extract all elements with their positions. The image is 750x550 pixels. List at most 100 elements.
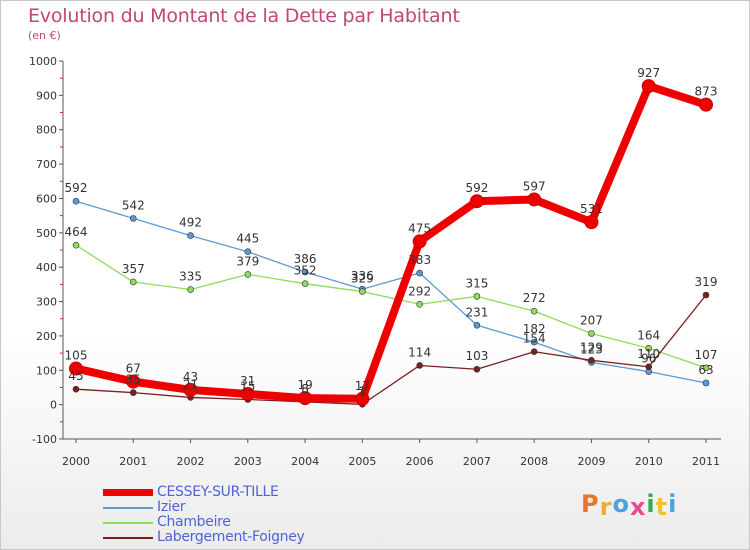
- y-tick-label: 600: [36, 192, 57, 205]
- y-tick-label: 0: [50, 399, 57, 412]
- series-line-labergement-foigney: [75, 294, 707, 405]
- proxiti-logo: Proxiti: [581, 490, 678, 521]
- x-tick-label: 2004: [291, 455, 319, 468]
- data-label: 292: [408, 284, 431, 298]
- data-label: 17: [355, 379, 370, 393]
- legend-label: Chambeire: [157, 514, 231, 530]
- data-label: 927: [637, 66, 660, 80]
- data-point: [699, 97, 713, 112]
- data-point: [702, 379, 710, 387]
- logo-letter: o: [612, 490, 630, 518]
- y-tick-label: 100: [36, 364, 57, 377]
- data-label: 592: [65, 181, 88, 195]
- logo-letter: i: [668, 490, 678, 518]
- data-label: 21: [183, 377, 198, 391]
- data-point: [530, 338, 538, 346]
- x-tick-label: 2006: [406, 455, 434, 468]
- x-tick-label: 2010: [635, 455, 663, 468]
- logo-letter: P: [581, 490, 600, 518]
- data-label: 123: [580, 342, 603, 356]
- data-label: 383: [408, 253, 431, 267]
- data-point: [187, 232, 194, 239]
- data-point: [129, 215, 137, 222]
- legend-label: Labergement-Foigney: [157, 529, 305, 545]
- data-label: 31: [240, 374, 255, 388]
- data-label: 336: [351, 269, 374, 283]
- data-point: [584, 215, 599, 230]
- data-label: 107: [695, 348, 718, 362]
- data-point: [244, 271, 252, 278]
- data-point: [126, 374, 141, 389]
- data-label: 103: [465, 349, 488, 363]
- data-label: 231: [465, 305, 488, 319]
- y-tick-label: 800: [36, 124, 57, 137]
- data-point: [702, 291, 710, 299]
- data-point: [183, 382, 198, 397]
- logo-letter: x: [629, 493, 647, 521]
- y-tick-label: 300: [36, 296, 57, 309]
- series-line-chambeire: [75, 244, 707, 369]
- data-point: [129, 389, 137, 396]
- x-tick-label: 2011: [692, 455, 720, 468]
- data-point: [416, 300, 423, 308]
- y-tick-label: 1000: [29, 55, 57, 68]
- legend-swatch: [103, 507, 153, 509]
- data-label: 8: [301, 382, 309, 396]
- data-point: [469, 194, 484, 209]
- legend-swatch: [103, 537, 153, 539]
- logo-letter: t: [655, 493, 669, 521]
- data-label: 164: [637, 328, 660, 342]
- data-label: 63: [698, 363, 713, 377]
- data-point: [298, 391, 313, 406]
- chart-subtitle: (en €): [28, 29, 61, 42]
- data-point: [527, 192, 542, 207]
- x-tick-label: 2009: [577, 455, 605, 468]
- data-point: [645, 344, 653, 352]
- logo-letter: i: [646, 490, 656, 518]
- data-label: 542: [122, 198, 145, 212]
- data-label: 464: [65, 225, 88, 239]
- data-point: [473, 365, 481, 373]
- data-label: 492: [179, 216, 202, 230]
- data-label: 592: [465, 181, 488, 195]
- data-label: 43: [183, 370, 198, 384]
- data-label: 329: [351, 272, 374, 286]
- data-label: 352: [294, 264, 317, 278]
- data-label: 105: [65, 349, 88, 363]
- data-label: 315: [465, 276, 488, 290]
- series-izier: [72, 197, 710, 387]
- data-label: 272: [523, 291, 546, 305]
- data-label: 96: [641, 352, 656, 366]
- data-label: 386: [294, 252, 317, 266]
- data-point: [355, 391, 370, 406]
- data-label: 45: [68, 369, 83, 383]
- data-label: 379: [236, 254, 259, 268]
- logo-letter: r: [599, 493, 613, 521]
- data-point: [72, 197, 80, 205]
- data-point: [588, 357, 595, 364]
- y-tick-label: 400: [36, 261, 57, 274]
- data-label: 15: [240, 379, 255, 393]
- data-point: [641, 79, 656, 94]
- data-point: [530, 348, 538, 356]
- data-point: [187, 286, 194, 293]
- series-line-cessey-sur-tille: [72, 82, 710, 403]
- data-point: [359, 288, 366, 295]
- data-label: 1: [359, 384, 367, 398]
- data-label: 35: [126, 373, 141, 387]
- x-tick-label: 2008: [520, 455, 548, 468]
- x-tick-label: 2001: [119, 455, 147, 468]
- data-label: 335: [179, 270, 202, 284]
- data-label: 357: [122, 262, 145, 276]
- x-tick-label: 2002: [177, 455, 205, 468]
- data-point: [530, 307, 538, 315]
- data-label: 114: [408, 345, 431, 359]
- y-tick-label: -100: [32, 433, 57, 446]
- data-label: 110: [637, 347, 660, 361]
- data-point: [69, 361, 83, 376]
- data-point: [412, 234, 427, 249]
- series-cessey-sur-tille: [69, 79, 713, 406]
- data-point: [72, 385, 80, 393]
